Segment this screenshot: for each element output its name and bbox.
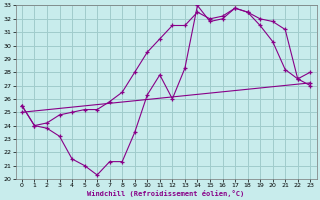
X-axis label: Windchill (Refroidissement éolien,°C): Windchill (Refroidissement éolien,°C) — [87, 190, 245, 197]
